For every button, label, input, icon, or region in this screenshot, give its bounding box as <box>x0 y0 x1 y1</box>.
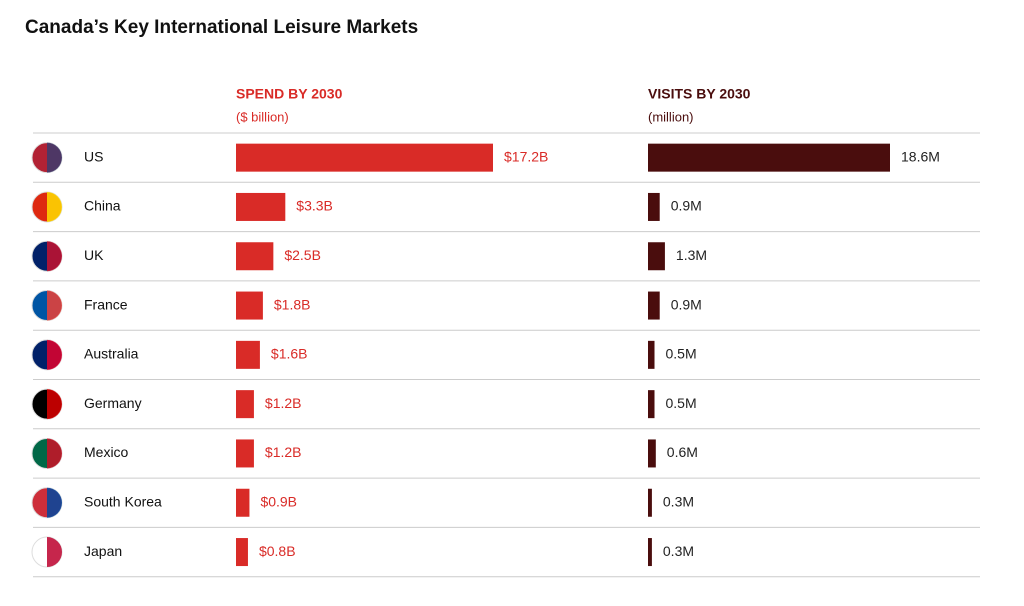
bar <box>648 242 665 271</box>
bar <box>648 192 660 221</box>
value-label: 0.5M <box>666 346 697 362</box>
category-label: Mexico <box>84 444 129 460</box>
flag-detail <box>47 487 62 518</box>
flag-icon <box>31 142 63 174</box>
column-subtitle: (million) <box>648 109 694 124</box>
bar <box>648 538 652 567</box>
value-label: 0.5M <box>666 395 697 411</box>
value-label: 0.3M <box>663 493 694 509</box>
category-label: South Korea <box>84 493 162 509</box>
value-label: 0.9M <box>671 198 702 214</box>
flag-icon <box>31 536 63 568</box>
flag-detail <box>47 339 62 370</box>
flag-detail <box>47 438 62 469</box>
category-label: UK <box>84 247 104 263</box>
flag-detail <box>47 191 62 222</box>
flag-detail <box>47 389 62 420</box>
flag-icon <box>31 191 63 223</box>
flag-icon <box>31 487 63 519</box>
value-label: 18.6M <box>901 148 940 164</box>
bar <box>236 390 254 419</box>
value-label: 0.9M <box>671 296 702 312</box>
value-label: $1.2B <box>265 444 302 460</box>
category-label: China <box>84 198 121 214</box>
flag-icon <box>31 339 63 371</box>
bar <box>236 143 493 172</box>
category-label: US <box>84 148 103 164</box>
category-label: Japan <box>84 543 122 559</box>
value-label: $0.8B <box>259 543 296 559</box>
value-label: 1.3M <box>676 247 707 263</box>
column-subtitle: ($ billion) <box>236 109 289 124</box>
column-header: SPEND BY 2030 <box>236 86 343 102</box>
bar <box>236 192 286 221</box>
value-label: 0.6M <box>667 444 698 460</box>
flag-icon <box>31 290 63 322</box>
value-label: 0.3M <box>663 543 694 559</box>
flag-icon <box>31 437 63 469</box>
bar <box>236 538 248 567</box>
bar <box>648 291 660 320</box>
value-label: $2.5B <box>284 247 321 263</box>
flag-icon <box>31 388 63 420</box>
value-label: $17.2B <box>504 148 548 164</box>
flag-icon <box>31 240 63 272</box>
bar <box>236 340 260 369</box>
value-label: $0.9B <box>260 493 297 509</box>
flag-detail <box>47 537 62 568</box>
bar <box>648 143 890 172</box>
chart-title: Canada’s Key International Leisure Marke… <box>25 17 418 38</box>
flag-detail <box>47 241 62 272</box>
bar <box>236 291 263 320</box>
category-label: Australia <box>84 346 139 362</box>
bar <box>648 390 655 419</box>
bar <box>236 488 250 517</box>
bar <box>648 340 655 369</box>
category-label: France <box>84 296 128 312</box>
flag-detail <box>47 290 62 321</box>
bar <box>236 242 274 271</box>
category-label: Germany <box>84 395 142 411</box>
bar <box>648 488 652 517</box>
value-label: $1.8B <box>274 296 311 312</box>
value-label: $1.6B <box>271 346 308 362</box>
bar <box>648 439 656 468</box>
flag-detail <box>47 142 62 173</box>
value-label: $1.2B <box>265 395 302 411</box>
column-header: VISITS BY 2030 <box>648 86 751 102</box>
value-label: $3.3B <box>296 198 333 214</box>
bar <box>236 439 254 468</box>
